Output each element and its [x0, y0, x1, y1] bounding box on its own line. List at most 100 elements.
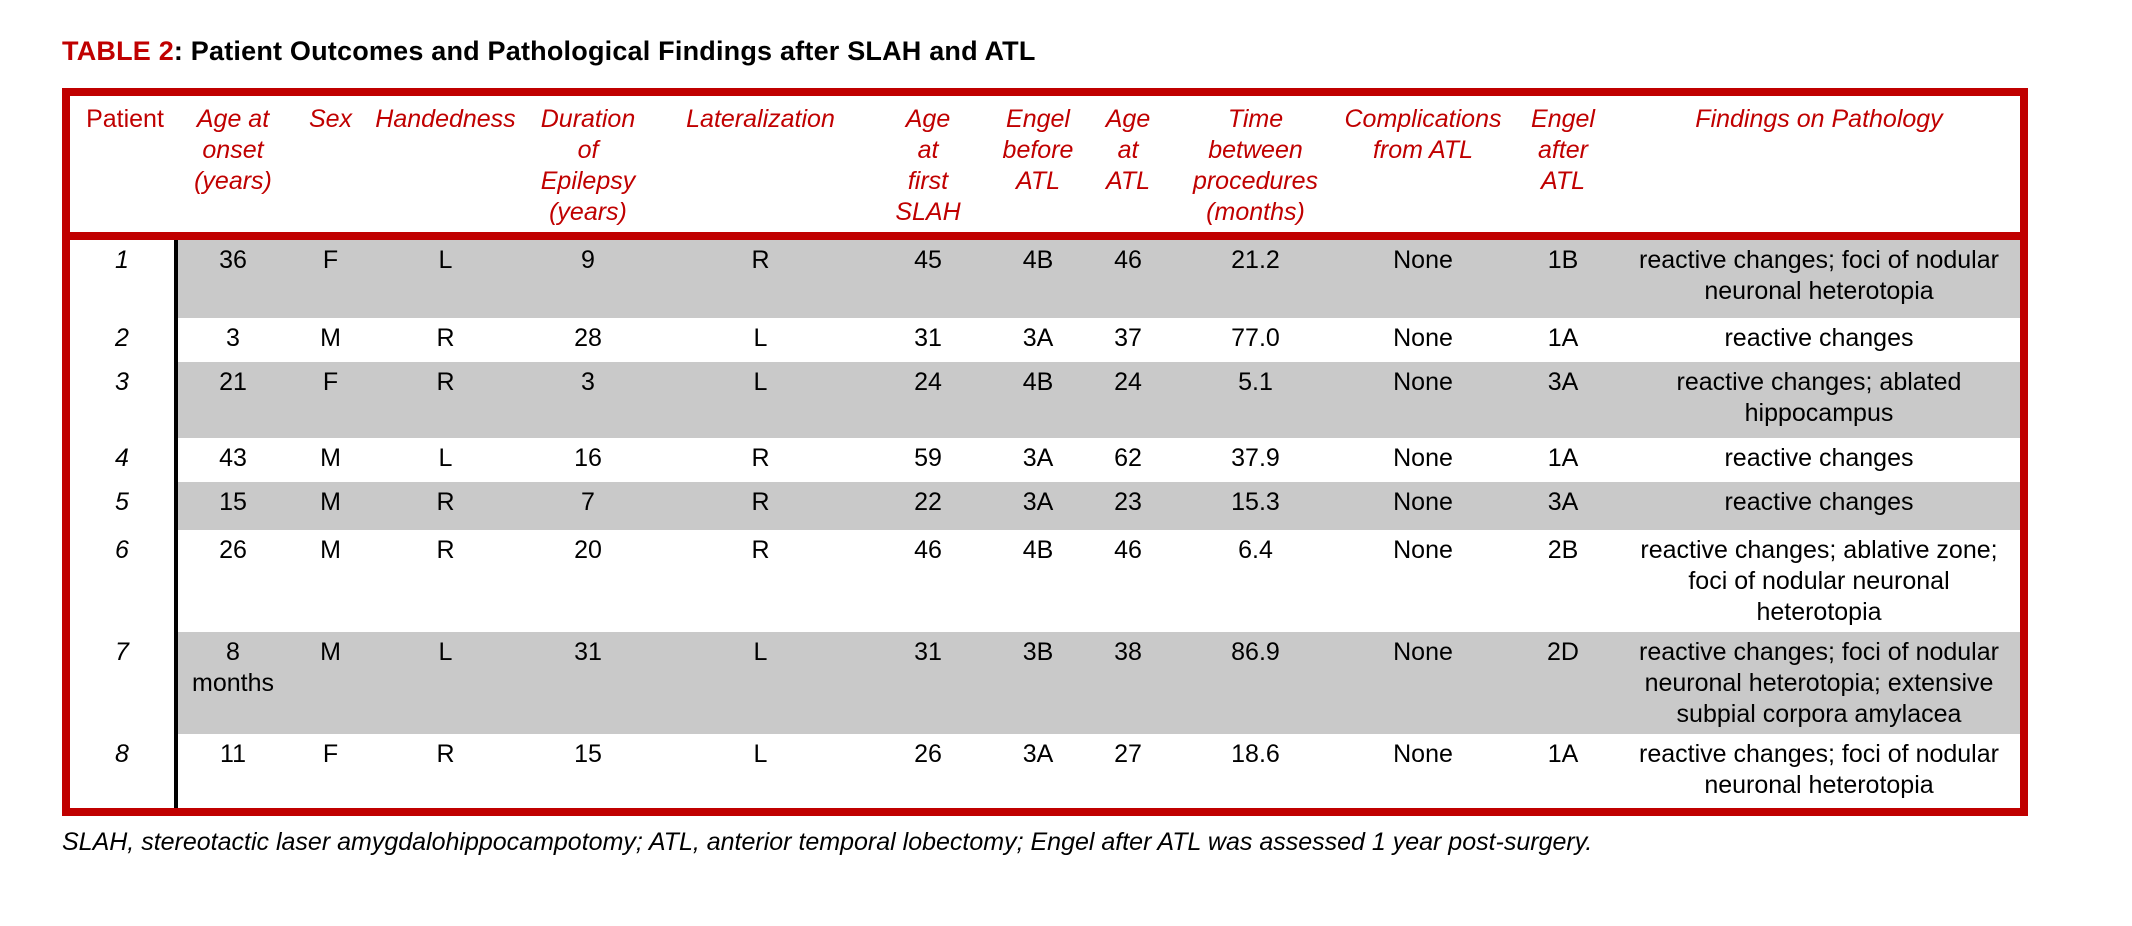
cell-patient: 4: [70, 438, 178, 482]
cell-age-at-onset: 21: [178, 362, 288, 438]
cell-complications-from-atl: None: [1393, 536, 1453, 564]
cell-age-at-onset: 43: [219, 444, 247, 472]
cell-findings-on-pathology: reactive changes; foci of nodular neuron…: [1618, 632, 2020, 734]
cell-age-at-onset: 15: [178, 482, 288, 530]
cell-lateralization: L: [658, 632, 863, 734]
cell-age-at-first-slah: 22: [863, 482, 993, 530]
cell-findings-on-pathology: reactive changes; ablated hippocampus: [1618, 362, 2020, 438]
column-header-duration-of-epilepsy: Duration of Epilepsy (years): [540, 105, 636, 226]
cell-sex: M: [320, 444, 341, 472]
cell-age-at-first-slah: 26: [914, 740, 942, 768]
cell-patient: 5: [70, 482, 178, 530]
cell-duration-of-epilepsy: 15: [574, 740, 602, 768]
cell-lateralization: R: [658, 240, 863, 318]
cell-engel-before-atl: 3B: [993, 632, 1083, 734]
cell-patient: 3: [70, 362, 178, 438]
cell-engel-after-atl: 2D: [1508, 632, 1618, 734]
cell-handedness: L: [373, 632, 518, 734]
cell-sex: M: [320, 324, 341, 352]
cell-sex: F: [322, 740, 339, 768]
cell-patient: 7: [70, 632, 178, 734]
cell-findings-on-pathology: reactive changes: [1724, 324, 1914, 352]
cell-sex: F: [288, 240, 373, 318]
cell-sex: M: [288, 632, 373, 734]
cell-duration-of-epilepsy: 7: [518, 482, 658, 530]
cell-handedness: L: [373, 240, 518, 318]
cell-age-at-first-slah: 31: [914, 324, 942, 352]
table-row-5: 5 15 M R 7 R 22 3A 23 15.3 None 3A reactive changes: [70, 482, 2020, 530]
cell-lateralization: L: [753, 740, 768, 768]
cell-findings-on-pathology: reactive changes: [1724, 444, 1914, 472]
cell-duration-of-epilepsy: 3: [518, 362, 658, 438]
table-row-6: 6 26 M R 20 R 46 4B 46 6.4 None 2B reactive changes;…: [70, 530, 2020, 632]
cell-handedness: L: [438, 444, 453, 472]
cell-age-at-atl: 46: [1083, 240, 1173, 318]
cell-complications-from-atl: None: [1393, 444, 1453, 472]
cell-handedness: R: [436, 536, 455, 564]
cell-time-between-procedures: 21.2: [1173, 240, 1338, 318]
cell-lateralization: R: [751, 536, 770, 564]
column-header-time-between-procedures: Time between procedures (months): [1192, 105, 1319, 226]
cell-age-at-onset: 11: [220, 740, 246, 768]
cell-age-at-onset: 8 months: [178, 632, 288, 734]
table-row-1: 1 36 F L 9 R 45 4B 46 21.2 None 1B reactive changes;…: [70, 240, 2020, 318]
cell-lateralization: L: [753, 324, 768, 352]
cell-duration-of-epilepsy: 28: [574, 324, 602, 352]
cell-patient: 8: [70, 734, 178, 808]
cell-findings-on-pathology: reactive changes; foci of nodular neuron…: [1618, 240, 2020, 318]
cell-engel-before-atl: 4B: [993, 240, 1083, 318]
table-row-3: 3 21 F R 3 L 24 4B 24 5.1 None 3A reactive changes; …: [70, 362, 2020, 438]
cell-age-at-atl: 46: [1114, 536, 1142, 564]
cell-age-at-onset: 36: [178, 240, 288, 318]
cell-engel-before-atl: 3A: [1022, 324, 1054, 352]
cell-time-between-procedures: 18.6: [1231, 740, 1280, 768]
cell-lateralization: L: [658, 362, 863, 438]
patient-outcomes-table: Patient Age at onset (years) Sex Handedness…: [62, 88, 2028, 816]
table-row-2: 2 3 M R 28 L 31 3A 37 77.0 None 1A reactive changes: [70, 318, 2020, 362]
cell-age-at-onset: 3: [226, 324, 240, 352]
table-caption-text: : Patient Outcomes and Pathological Find…: [173, 36, 1036, 66]
cell-handedness: R: [373, 482, 518, 530]
cell-engel-before-atl: 3A: [993, 482, 1083, 530]
cell-engel-after-atl: 1A: [1547, 740, 1579, 768]
cell-lateralization: R: [658, 482, 863, 530]
table-row-8: 8 11 F R 15 L 26 3A 27 18.6 None 1A reactive changes…: [70, 734, 2020, 808]
column-header-age-at-onset: Age at onset (years): [194, 105, 272, 195]
cell-handedness: R: [373, 362, 518, 438]
cell-complications-from-atl: None: [1338, 362, 1508, 438]
cell-handedness: R: [436, 324, 455, 352]
cell-age-at-first-slah: 31: [863, 632, 993, 734]
cell-complications-from-atl: None: [1393, 324, 1453, 352]
column-header-engel-before-atl: Engel before ATL: [1002, 105, 1074, 195]
cell-duration-of-epilepsy: 9: [518, 240, 658, 318]
cell-engel-after-atl: 3A: [1508, 482, 1618, 530]
cell-engel-before-atl: 4B: [1022, 536, 1054, 564]
cell-age-at-atl: 38: [1083, 632, 1173, 734]
table-caption: TABLE 2: Patient Outcomes and Pathologic…: [62, 36, 1036, 67]
cell-complications-from-atl: None: [1393, 740, 1453, 768]
cell-sex: M: [320, 536, 341, 564]
column-header-lateralization: Lateralization: [686, 105, 835, 133]
cell-complications-from-atl: None: [1338, 240, 1508, 318]
cell-engel-after-atl: 1B: [1508, 240, 1618, 318]
cell-age-at-atl: 24: [1083, 362, 1173, 438]
cell-time-between-procedures: 86.9: [1173, 632, 1338, 734]
column-header-handedness: Handedness: [375, 105, 516, 133]
cell-patient: 1: [70, 240, 178, 318]
cell-engel-after-atl: 2B: [1547, 536, 1579, 564]
table-header-row: Patient Age at onset (years) Sex Handedness…: [70, 96, 2020, 240]
cell-findings-on-pathology: reactive changes; foci of nodular neuron…: [1639, 740, 1999, 799]
cell-time-between-procedures: 77.0: [1231, 324, 1280, 352]
cell-engel-before-atl: 4B: [993, 362, 1083, 438]
cell-handedness: R: [436, 740, 455, 768]
cell-age-at-atl: 23: [1083, 482, 1173, 530]
cell-engel-before-atl: 3A: [1022, 444, 1054, 472]
column-header-age-at-first-slah: Age at first SLAH: [895, 105, 961, 226]
cell-lateralization: R: [751, 444, 770, 472]
cell-duration-of-epilepsy: 20: [574, 536, 602, 564]
cell-age-at-onset: 26: [219, 536, 247, 564]
cell-age-at-atl: 37: [1114, 324, 1142, 352]
table-footnote: SLAH, stereotactic laser amygdalohippoca…: [62, 828, 1593, 856]
cell-time-between-procedures: 5.1: [1173, 362, 1338, 438]
cell-age-at-first-slah: 45: [863, 240, 993, 318]
